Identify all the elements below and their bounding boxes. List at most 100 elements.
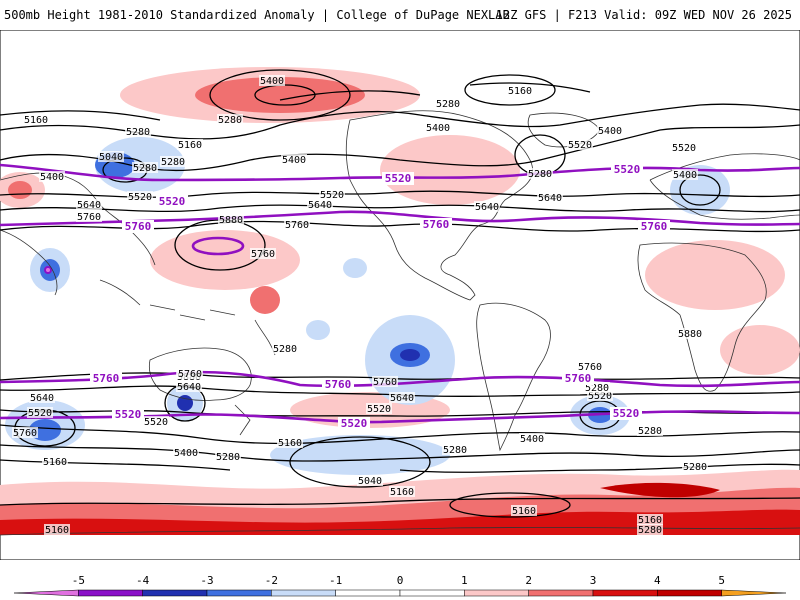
purple-label-bg bbox=[610, 407, 642, 420]
colorbar-tick-label: 3 bbox=[590, 574, 597, 587]
anomaly-neg1-npac2 bbox=[343, 258, 367, 278]
contour-label-bg bbox=[76, 199, 102, 210]
black-contour-label: 5400 bbox=[520, 434, 544, 445]
black-contour-label: 5040 bbox=[358, 476, 382, 487]
contour-label-bg bbox=[519, 433, 545, 444]
anomaly-pos2-ausnorth bbox=[250, 286, 280, 314]
purple-label-bg bbox=[122, 220, 154, 233]
contour-label-bg bbox=[567, 139, 593, 150]
colorbar-swatch bbox=[78, 589, 143, 597]
purple-label-bg bbox=[382, 172, 414, 185]
black-contour-label: 5760 bbox=[285, 220, 309, 231]
contour-label-bg bbox=[577, 361, 603, 372]
contour-label-bg bbox=[125, 126, 151, 137]
black-contour-label: 5280 bbox=[218, 115, 242, 126]
black-contour-label: 5160 bbox=[43, 457, 67, 468]
contour-label-bg bbox=[173, 447, 199, 458]
contour-label-bg bbox=[177, 139, 203, 150]
black-contour-label: 5520 bbox=[367, 404, 391, 415]
colorbar-swatch bbox=[721, 589, 787, 597]
black-contour-label: 5520 bbox=[320, 190, 344, 201]
black-contour-label: 5640 bbox=[177, 382, 201, 393]
contour-label-bg bbox=[537, 192, 563, 203]
black-contour-label: 5280 bbox=[436, 99, 460, 110]
contour-label-bg bbox=[389, 486, 415, 497]
black-contour-label: 5880 bbox=[678, 329, 702, 340]
contour-label-bg bbox=[284, 219, 310, 230]
colorbar-swatch bbox=[592, 589, 658, 597]
colorbar-tick-label: 1 bbox=[461, 574, 468, 587]
colorbar-swatch bbox=[399, 589, 465, 597]
black-contour-label: 5760 bbox=[77, 212, 101, 223]
colorbar-tick-label: 2 bbox=[525, 574, 532, 587]
black-contour-label: 5280 bbox=[126, 127, 150, 138]
contour-5280-polar bbox=[0, 497, 800, 506]
contour-label-bg bbox=[637, 524, 663, 535]
black-contour-label: 5280 bbox=[133, 163, 157, 174]
contour-label-bg bbox=[250, 248, 276, 259]
contour-5160-closed-europe bbox=[679, 174, 721, 206]
africa-coast bbox=[637, 242, 767, 392]
black-contour-label: 5640 bbox=[308, 200, 332, 211]
header-run-info: 12Z GFS | F213 Valid: 09Z WED NOV 26 202… bbox=[495, 8, 792, 22]
black-contour-label: 5160 bbox=[278, 438, 302, 449]
contour-5400-south bbox=[0, 424, 800, 445]
black-contour-label: 5280 bbox=[161, 157, 185, 168]
contour-label-bg bbox=[357, 475, 383, 486]
black-contour-label: 5160 bbox=[178, 140, 202, 151]
anomaly-pos1-africa bbox=[645, 240, 785, 310]
contour-label-bg bbox=[217, 114, 243, 125]
maritime-islands bbox=[149, 304, 276, 356]
purple-5880-closed bbox=[191, 236, 245, 256]
anomaly-pos1-satl bbox=[720, 325, 800, 375]
colorbar: -5 -4 -3 -2 -1 0 1 2 3 4 5 bbox=[13, 574, 787, 597]
contour-5160-closed-canada bbox=[464, 74, 556, 106]
anomaly-neg2-aus bbox=[177, 395, 193, 411]
colorbar-swatches bbox=[13, 589, 787, 597]
anomaly-neg1-spac2 bbox=[306, 320, 330, 340]
black-contour-label: 5640 bbox=[475, 202, 499, 213]
black-contour-label: 5280 bbox=[273, 344, 297, 355]
colorbar-tick-label: 0 bbox=[397, 574, 404, 587]
contour-5760-north bbox=[0, 204, 800, 213]
colorbar-tick-label: -1 bbox=[329, 574, 342, 587]
contour-label-bg bbox=[671, 142, 697, 153]
contour-label-bg bbox=[677, 328, 703, 339]
contour-label-bg bbox=[39, 171, 65, 182]
colorbar-tick-label: -4 bbox=[136, 574, 150, 587]
purple-contour-label: 5520 bbox=[341, 417, 368, 430]
black-contour-label: 5280 bbox=[216, 452, 240, 463]
black-contour-label: 5640 bbox=[77, 200, 101, 211]
colorbar-swatch bbox=[142, 589, 208, 597]
contour-label-bg bbox=[132, 162, 158, 173]
black-contour-label: 5160 bbox=[508, 86, 532, 97]
contour-label-bg bbox=[527, 168, 553, 179]
contour-label-bg bbox=[44, 524, 70, 535]
colorbar-swatch bbox=[271, 589, 336, 597]
colorbar-tick-label: -5 bbox=[72, 574, 85, 587]
colorbar-tick-label: -2 bbox=[265, 574, 278, 587]
black-contour-label: 5760 bbox=[178, 369, 202, 380]
colorbar-swatch bbox=[206, 589, 272, 597]
contour-label-bg bbox=[281, 154, 307, 165]
north-america-coast bbox=[345, 110, 533, 301]
contour-label-bg bbox=[587, 390, 613, 401]
purple-contour-label: 5520 bbox=[385, 172, 412, 185]
contour-label-bg bbox=[511, 505, 537, 516]
anomaly-neg5-india bbox=[46, 268, 50, 272]
contour-label-bg bbox=[98, 151, 124, 162]
black-contour-label: 5640 bbox=[390, 393, 414, 404]
new-zealand-coast bbox=[234, 404, 251, 436]
contour-label-bg bbox=[307, 199, 333, 210]
purple-contour-label: 5520 bbox=[159, 195, 186, 208]
contour-5400-north bbox=[0, 124, 800, 172]
contour-label-bg bbox=[389, 392, 415, 403]
colorbar-swatch bbox=[528, 589, 594, 597]
black-contour-label: 5760 bbox=[13, 428, 37, 439]
purple-label-bg bbox=[90, 372, 122, 385]
black-contour-label: 5640 bbox=[538, 193, 562, 204]
black-contour-label: 5280 bbox=[528, 169, 552, 180]
contour-label-bg bbox=[272, 343, 298, 354]
contour-label-bg bbox=[218, 214, 244, 225]
